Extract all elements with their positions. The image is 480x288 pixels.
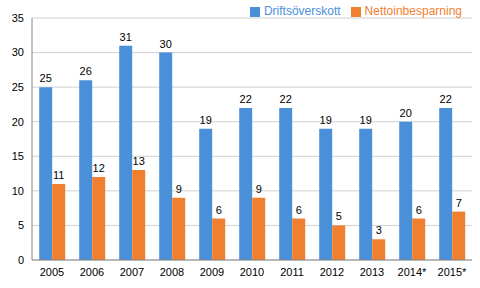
svg-text:25: 25 (40, 72, 52, 84)
svg-text:2014*: 2014* (398, 266, 427, 278)
svg-text:2013: 2013 (360, 266, 384, 278)
svg-text:2008: 2008 (160, 266, 184, 278)
svg-text:19: 19 (360, 114, 372, 126)
svg-text:26: 26 (80, 65, 92, 77)
svg-text:6: 6 (416, 204, 422, 216)
svg-text:15: 15 (12, 150, 24, 162)
svg-text:12: 12 (93, 162, 105, 174)
svg-text:13: 13 (133, 155, 145, 167)
svg-text:30: 30 (160, 38, 172, 50)
svg-text:6: 6 (216, 204, 222, 216)
svg-text:0: 0 (18, 254, 24, 266)
svg-text:2011: 2011 (280, 266, 304, 278)
svg-text:2009: 2009 (200, 266, 224, 278)
svg-text:22: 22 (280, 93, 292, 105)
svg-text:2006: 2006 (80, 266, 104, 278)
svg-text:9: 9 (256, 183, 262, 195)
svg-text:9: 9 (176, 183, 182, 195)
svg-text:20: 20 (400, 107, 412, 119)
svg-text:25: 25 (12, 81, 24, 93)
svg-text:11: 11 (53, 169, 64, 181)
svg-text:2007: 2007 (120, 266, 144, 278)
svg-text:31: 31 (120, 31, 132, 43)
svg-text:20: 20 (12, 116, 24, 128)
svg-text:2015*: 2015* (438, 266, 467, 278)
svg-text:6: 6 (296, 204, 302, 216)
svg-text:5: 5 (18, 219, 24, 231)
svg-text:19: 19 (320, 114, 332, 126)
svg-text:22: 22 (240, 93, 252, 105)
svg-text:19: 19 (200, 114, 212, 126)
svg-text:3: 3 (376, 224, 382, 236)
svg-text:30: 30 (12, 46, 24, 58)
html-text:Nettoinbesparning: Nettoinbesparning (364, 4, 462, 18)
svg-text:35: 35 (12, 12, 24, 24)
svg-text:10: 10 (12, 185, 24, 197)
svg-text:2010: 2010 (240, 266, 264, 278)
svg-text:5: 5 (336, 210, 342, 222)
svg-text:2005: 2005 (40, 266, 64, 278)
svg-text:7: 7 (456, 197, 462, 209)
svg-text:2012: 2012 (320, 266, 344, 278)
svg-text:22: 22 (440, 93, 452, 105)
html-text:Driftsöverskott: Driftsöverskott (263, 4, 341, 18)
